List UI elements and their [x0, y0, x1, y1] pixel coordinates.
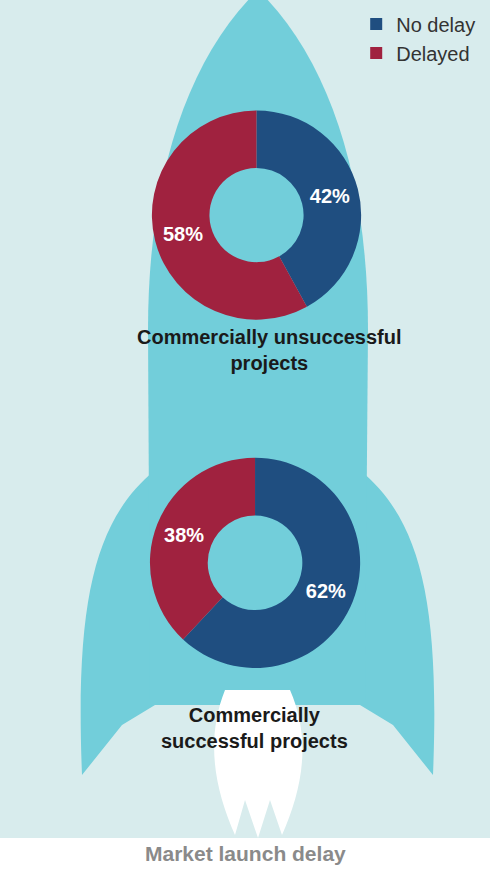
- svg-text:Commerciallysuccessful project: Commerciallysuccessful projects: [161, 704, 348, 752]
- svg-text:58%: 58%: [163, 223, 203, 245]
- svg-text:Delayed: Delayed: [396, 43, 469, 65]
- svg-text:42%: 42%: [310, 185, 350, 207]
- svg-text:No delay: No delay: [396, 14, 475, 36]
- svg-text:62%: 62%: [306, 580, 346, 602]
- svg-text:38%: 38%: [164, 524, 204, 546]
- svg-text:Commercially unsuccessfulproje: Commercially unsuccessfulprojects: [137, 326, 402, 374]
- svg-text:Market launch delay: Market launch delay: [145, 842, 346, 865]
